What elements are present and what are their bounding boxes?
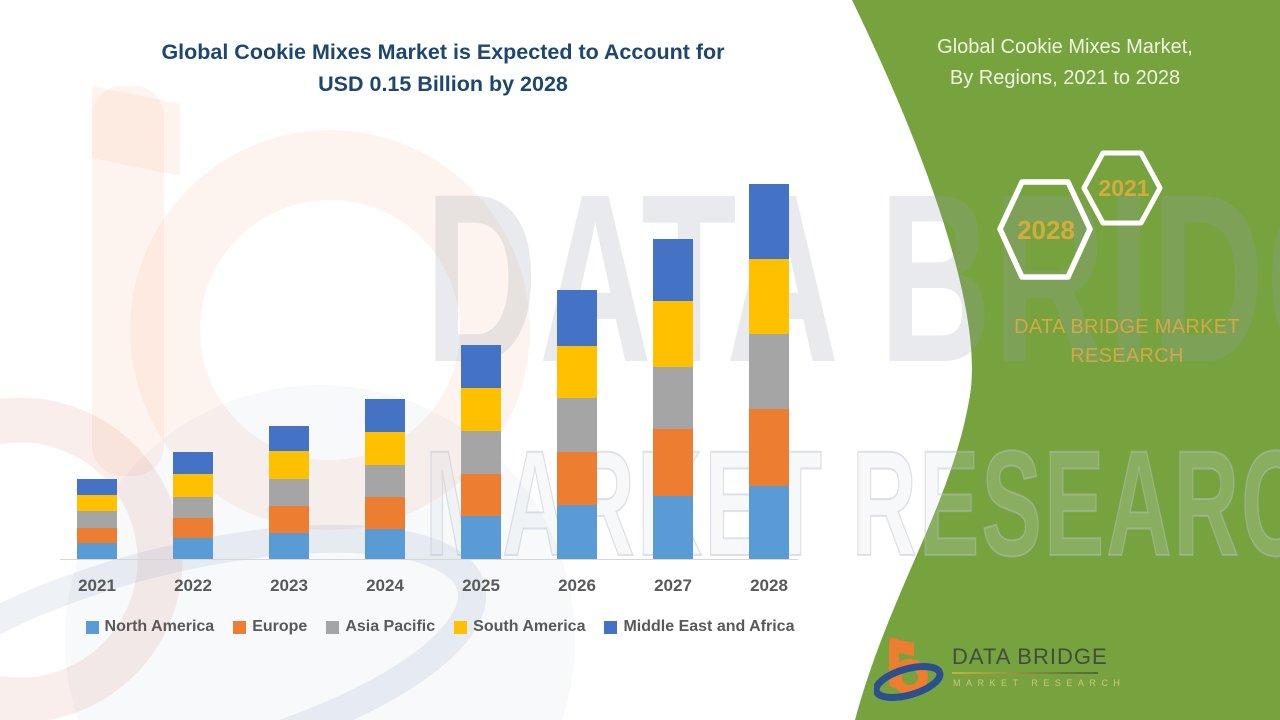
x-axis-label-2026: 2026: [558, 576, 596, 595]
bar-2026: [557, 290, 597, 559]
legend-item-middle-east-and-africa: Middle East and Africa: [604, 618, 794, 636]
brand-text-line2: RESEARCH: [1070, 345, 1184, 367]
bar-segment-south-america: [365, 432, 405, 465]
legend-item-asia-pacific: Asia Pacific: [326, 618, 435, 636]
brand-text-line1: DATA BRIDGE MARKET: [1014, 316, 1240, 338]
bar-segment-north-america: [173, 538, 213, 559]
bar-segment-middle-east-and-africa: [653, 239, 693, 301]
legend-item-europe: Europe: [233, 618, 307, 636]
bar-segment-middle-east-and-africa: [461, 345, 501, 388]
x-axis-label-2024: 2024: [366, 576, 404, 595]
bar-segment-europe: [173, 518, 213, 538]
bar-segment-asia-pacific: [653, 367, 693, 429]
x-axis-label-2023: 2023: [270, 576, 308, 595]
bar-segment-middle-east-and-africa: [365, 399, 405, 432]
bar-segment-south-america: [77, 495, 117, 511]
footer-logo: DATA BRIDGE MARKET RESEARCH: [874, 628, 1164, 708]
bar-segment-middle-east-and-africa: [749, 184, 789, 259]
x-axis-line: [60, 559, 798, 560]
legend-label: Europe: [252, 618, 308, 635]
bar-segment-middle-east-and-africa: [77, 479, 117, 495]
bar-segment-asia-pacific: [461, 431, 501, 474]
x-axis-label-2025: 2025: [462, 576, 500, 595]
bar-segment-north-america: [269, 533, 309, 559]
bar-segment-south-america: [653, 301, 693, 367]
x-axis-label-2022: 2022: [174, 576, 212, 595]
hexagon-2021-label: 2021: [1098, 175, 1149, 201]
bar-segment-north-america: [557, 505, 597, 559]
brand-text: DATA BRIDGE MARKET RESEARCH: [960, 313, 1280, 371]
bar-segment-middle-east-and-africa: [557, 290, 597, 346]
bar-segment-middle-east-and-africa: [173, 452, 213, 474]
hexagon-2028-label: 2028: [1017, 215, 1075, 245]
legend-label: North America: [104, 618, 215, 635]
legend-label: Middle East and Africa: [623, 618, 795, 635]
bar-segment-europe: [77, 528, 117, 543]
bar-segment-south-america: [557, 346, 597, 398]
footer-brand-subtitle: MARKET RESEARCH: [953, 678, 1126, 688]
footer-brand-underline: [952, 672, 1098, 674]
legend-swatch-icon: [233, 620, 247, 634]
bar-segment-asia-pacific: [365, 465, 405, 497]
bar-segment-europe: [653, 429, 693, 496]
bar-segment-north-america: [749, 486, 789, 559]
hexagon-2028: [997, 179, 1093, 280]
bar-2027: [653, 239, 693, 559]
bar-segment-north-america: [461, 516, 501, 559]
bar-2023: [269, 426, 309, 559]
bar-2028: [749, 184, 789, 559]
bar-segment-south-america: [749, 259, 789, 334]
bar-segment-europe: [557, 452, 597, 505]
bar-segment-asia-pacific: [557, 398, 597, 452]
bar-segment-asia-pacific: [749, 334, 789, 409]
bar-2024: [365, 399, 405, 559]
bar-segment-europe: [461, 474, 501, 516]
bar-2022: [173, 452, 213, 559]
legend-item-north-america: North America: [85, 618, 215, 636]
x-axis-label-2027: 2027: [654, 576, 692, 595]
bar-2021: [77, 479, 117, 559]
bar-segment-north-america: [365, 529, 405, 559]
legend-swatch-icon: [454, 620, 468, 634]
bar-2025: [461, 345, 501, 559]
legend-swatch-icon: [604, 620, 618, 634]
bar-segment-asia-pacific: [77, 511, 117, 528]
bar-segment-europe: [749, 409, 789, 486]
side-panel-title-line2: By Regions, 2021 to 2028: [949, 67, 1181, 89]
bar-segment-middle-east-and-africa: [269, 426, 309, 451]
chart-title: Global Cookie Mixes Market is Expected t…: [110, 36, 776, 100]
bar-segment-asia-pacific: [173, 497, 213, 518]
chart-title-line1: Global Cookie Mixes Market is Expected t…: [161, 40, 725, 64]
bar-segment-europe: [365, 497, 405, 529]
bar-segment-north-america: [77, 543, 117, 559]
legend-item-south-america: South America: [454, 618, 585, 636]
side-panel-title: Global Cookie Mixes Market, By Regions, …: [885, 32, 1245, 94]
side-panel-title-line1: Global Cookie Mixes Market,: [937, 36, 1193, 58]
bar-segment-asia-pacific: [269, 479, 309, 506]
data-bridge-logo-icon: [874, 638, 944, 701]
legend-swatch-icon: [85, 620, 99, 634]
legend-label: South America: [473, 618, 586, 635]
bar-segment-south-america: [461, 388, 501, 431]
hexagon-2021: [1081, 150, 1163, 226]
x-axis-label-2021: 2021: [78, 576, 116, 595]
bar-segment-europe: [269, 506, 309, 533]
x-axis-label-2028: 2028: [750, 576, 788, 595]
stacked-bar-chart: 2021 2022 2023 2024 2025 2026 2027 2028: [60, 184, 798, 595]
chart-title-line2: USD 0.15 Billion by 2028: [318, 72, 568, 96]
bar-segment-south-america: [173, 474, 213, 497]
legend-label: Asia Pacific: [345, 618, 436, 635]
chart-legend: North America Europe Asia Pacific South Ame…: [40, 618, 840, 636]
footer-brand-name: DATA BRIDGE: [952, 644, 1108, 669]
legend-swatch-icon: [326, 620, 340, 634]
bar-segment-south-america: [269, 451, 309, 479]
bar-segment-north-america: [653, 496, 693, 559]
